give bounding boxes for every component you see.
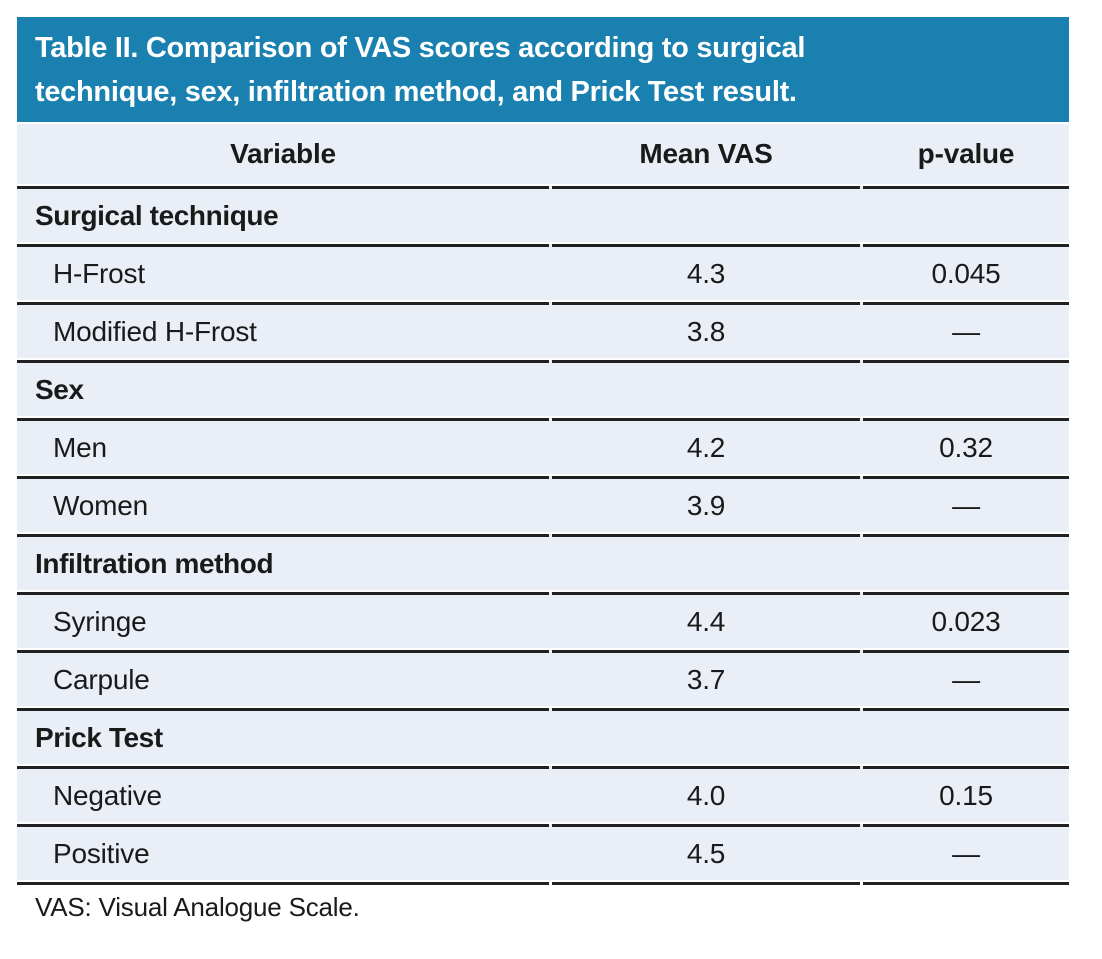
table-title-bar: Table II. Comparison of VAS scores accor… — [17, 17, 1069, 122]
table-title-line-2: technique, sex, infiltration method, and… — [35, 76, 797, 108]
mean-vas-cell: 3.8 — [552, 302, 860, 358]
mean-vas-cell: 3.7 — [552, 650, 860, 706]
table-title-line-1: Table II. Comparison of VAS scores accor… — [35, 32, 806, 64]
section-row: Surgical technique — [17, 186, 1069, 242]
p-value-cell: 0.32 — [863, 418, 1069, 474]
table-row: Positive 4.5— — [17, 824, 1069, 880]
section-row: Infiltration method — [17, 534, 1069, 590]
mean-vas-cell: 3.9 — [552, 476, 860, 532]
table-header-row: Variable Mean VAS p-value — [17, 124, 1069, 184]
p-value-cell: 0.023 — [863, 592, 1069, 648]
p-value-cell: — — [863, 476, 1069, 532]
table-row: Men 4.2 0.32 — [17, 418, 1069, 474]
p-value-cell: — — [863, 824, 1069, 880]
variable-cell: Men — [17, 418, 549, 474]
table-footnote: VAS: Visual Analogue Scale. — [35, 892, 360, 922]
empty-cell — [552, 360, 860, 416]
section-label: Surgical technique — [17, 186, 549, 242]
column-header-p-value: p-value — [917, 138, 1015, 169]
section-row: Sex — [17, 360, 1069, 416]
empty-cell — [863, 708, 1069, 764]
p-value-cell: 0.15 — [863, 766, 1069, 822]
table-row: Carpule 3.7— — [17, 650, 1069, 706]
section-row: Prick Test — [17, 708, 1069, 764]
bottom-rule-segment — [863, 882, 1069, 885]
mean-vas-cell: 4.2 — [552, 418, 860, 474]
empty-cell — [863, 360, 1069, 416]
empty-cell — [863, 534, 1069, 590]
section-label: Infiltration method — [17, 534, 549, 590]
vas-comparison-table: Table II. Comparison of VAS scores accor… — [17, 17, 1069, 885]
variable-cell: Syringe — [17, 592, 549, 648]
section-label: Prick Test — [17, 708, 549, 764]
bottom-rule-segment — [552, 882, 860, 885]
p-value-cell: — — [863, 650, 1069, 706]
empty-cell — [552, 708, 860, 764]
table-bottom-rule — [17, 882, 1069, 885]
p-value-cell: 0.045 — [863, 244, 1069, 300]
variable-cell: H-Frost — [17, 244, 549, 300]
column-header-mean-vas: Mean VAS — [639, 138, 773, 169]
table-row: H-Frost 4.3 0.045 — [17, 244, 1069, 300]
table-row: Modified H-Frost 3.8— — [17, 302, 1069, 358]
variable-cell: Women — [17, 476, 549, 532]
variable-cell: Positive — [17, 824, 549, 880]
p-value-cell: — — [863, 302, 1069, 358]
table-body: Surgical technique H-Frost 4.3 0.045 Modifie… — [17, 186, 1069, 880]
column-header-variable: Variable — [230, 138, 336, 169]
mean-vas-cell: 4.0 — [552, 766, 860, 822]
bottom-rule-segment — [17, 882, 549, 885]
empty-cell — [552, 186, 860, 242]
table-row: Syringe 4.4 0.023 — [17, 592, 1069, 648]
variable-cell: Carpule — [17, 650, 549, 706]
section-label: Sex — [17, 360, 549, 416]
empty-cell — [552, 534, 860, 590]
mean-vas-cell: 4.3 — [552, 244, 860, 300]
variable-cell: Modified H-Frost — [17, 302, 549, 358]
variable-cell: Negative — [17, 766, 549, 822]
table-row: Women 3.9— — [17, 476, 1069, 532]
mean-vas-cell: 4.5 — [552, 824, 860, 880]
empty-cell — [863, 186, 1069, 242]
table-row: Negative 4.0 0.15 — [17, 766, 1069, 822]
mean-vas-cell: 4.4 — [552, 592, 860, 648]
